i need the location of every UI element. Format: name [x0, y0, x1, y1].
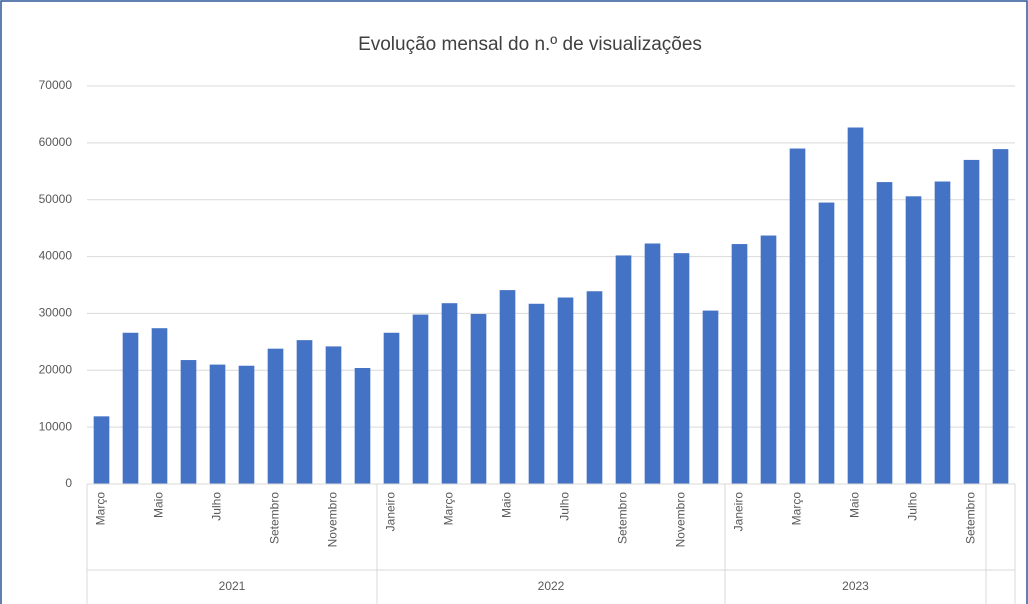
y-tick-label: 40000 [39, 249, 73, 263]
group-label: 2023 [842, 579, 869, 593]
y-tick-label: 20000 [39, 362, 73, 376]
y-tick-label: 30000 [39, 306, 73, 320]
x-tick-label: Novembro [674, 492, 688, 548]
bar [557, 297, 574, 484]
x-tick-label: Julho [906, 492, 920, 521]
x-tick-label: Janeiro [732, 492, 746, 532]
bar [151, 328, 168, 484]
x-tick-label: Setembro [964, 492, 978, 544]
group-label: 2021 [219, 579, 246, 593]
bar [673, 253, 690, 484]
bar [238, 365, 255, 484]
bar [412, 314, 429, 484]
bar [325, 346, 342, 484]
bar [615, 255, 632, 484]
bar [905, 196, 922, 484]
bar [992, 149, 1009, 484]
bar [354, 368, 371, 484]
x-tick-label: Março [790, 492, 804, 526]
bar [818, 202, 835, 485]
x-tick-label: Novembro [326, 492, 340, 548]
bar [470, 313, 487, 484]
bar [296, 340, 313, 484]
bar [586, 291, 603, 484]
bar [702, 310, 719, 484]
x-tick-label: Janeiro [384, 492, 398, 532]
x-tick-label: Setembro [616, 492, 630, 544]
bar [122, 332, 139, 484]
y-tick-label: 60000 [39, 135, 73, 149]
bar [847, 127, 864, 485]
x-tick-label: Março [94, 492, 108, 526]
bar [760, 235, 777, 484]
x-tick-label: Julho [558, 492, 572, 521]
y-tick-label: 0 [65, 476, 72, 490]
y-tick-label: 50000 [39, 192, 73, 206]
bar [383, 332, 400, 484]
bar [209, 364, 226, 484]
bar [876, 182, 893, 485]
x-tick-label: Setembro [268, 492, 282, 544]
bar [731, 244, 748, 484]
x-tick-label: Maio [152, 492, 166, 518]
bar [180, 360, 197, 484]
x-tick-label: Maio [500, 492, 514, 518]
bar [644, 243, 661, 484]
bar [441, 303, 458, 484]
bar [267, 348, 284, 484]
y-tick-label: 10000 [39, 419, 73, 433]
group-label: 2022 [538, 579, 565, 593]
bar [93, 416, 110, 484]
x-tick-label: Julho [210, 492, 224, 521]
bar [934, 181, 951, 484]
y-tick-label: 70000 [39, 78, 73, 92]
chart-title: Evolução mensal do n.º de visualizações [358, 34, 702, 55]
bar [963, 159, 980, 484]
bar [789, 148, 806, 485]
x-tick-label: Maio [848, 492, 862, 518]
bar [499, 290, 516, 484]
x-tick-label: Março [442, 492, 456, 526]
bar [528, 303, 545, 484]
